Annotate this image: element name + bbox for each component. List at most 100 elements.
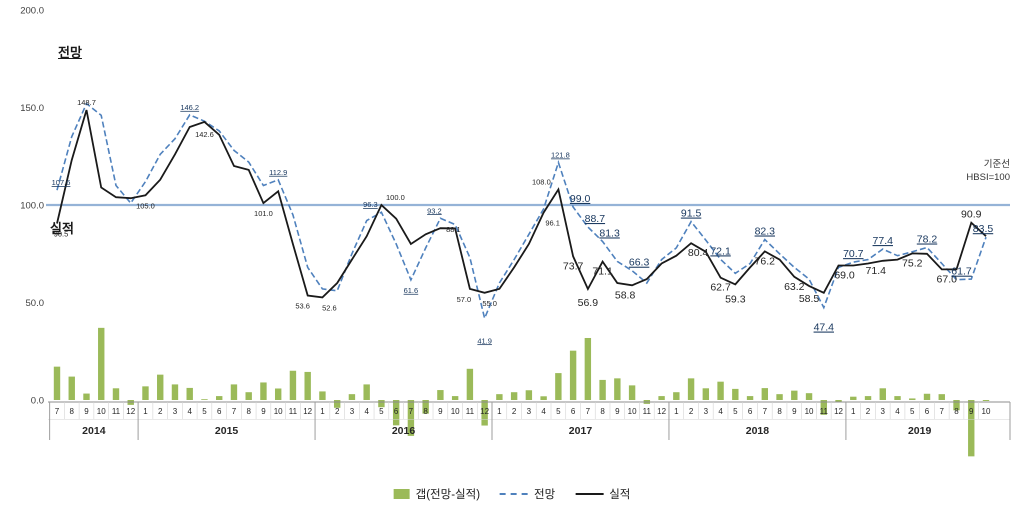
point-label: 61.6 bbox=[404, 286, 419, 295]
gap-bar bbox=[791, 390, 798, 400]
gap-bar bbox=[274, 388, 282, 400]
x-axis-month-label: 6 bbox=[571, 407, 576, 416]
point-label: 96.1 bbox=[545, 219, 560, 228]
gap-bar bbox=[909, 398, 916, 400]
gap-bar bbox=[923, 393, 931, 400]
point-label: 112.9 bbox=[269, 168, 287, 177]
gap-bar bbox=[171, 384, 179, 400]
point-label: 62.7 bbox=[710, 282, 731, 294]
gap-bar bbox=[53, 366, 61, 400]
x-axis-month-label: 7 bbox=[586, 407, 591, 416]
x-axis-month-label: 10 bbox=[274, 407, 283, 416]
point-label: 99.0 bbox=[570, 193, 591, 205]
gap-bar bbox=[540, 396, 547, 400]
point-label: 77.4 bbox=[873, 235, 894, 247]
baseline-label-line2: HBSI=100 bbox=[966, 172, 1010, 183]
point-label: 47.4 bbox=[814, 322, 835, 334]
gap-bar bbox=[289, 370, 297, 400]
point-label: 69.0 bbox=[834, 269, 855, 281]
forecast-line bbox=[56, 102, 987, 321]
x-axis-month-label: 10 bbox=[805, 407, 814, 416]
x-axis-month-label: 10 bbox=[628, 407, 637, 416]
gap-bar bbox=[702, 388, 710, 400]
x-axis-month-label: 2 bbox=[689, 407, 694, 416]
point-label: 67.0 bbox=[937, 273, 958, 285]
baseline-label-line1: 기준선 bbox=[983, 159, 1010, 170]
x-axis-month-label: 5 bbox=[202, 407, 207, 416]
gap-bar bbox=[805, 393, 813, 400]
gap-bar bbox=[83, 393, 90, 400]
gap-bar bbox=[510, 392, 518, 400]
point-label: 78.2 bbox=[917, 234, 938, 246]
baseline-label: 기준선 HBSI=100 bbox=[966, 158, 1010, 184]
y-axis-tick-label: 0.0 bbox=[31, 396, 44, 407]
point-label: 81.3 bbox=[599, 227, 620, 239]
point-label: 90.9 bbox=[961, 209, 982, 221]
x-axis-month-label: 7 bbox=[763, 407, 768, 416]
x-axis-month-label: 5 bbox=[379, 407, 384, 416]
point-label: 71.1 bbox=[592, 265, 613, 277]
gap-bar bbox=[142, 386, 149, 400]
legend: 갭(전망-실적) 전망 실적 bbox=[393, 486, 630, 502]
gap-bar bbox=[216, 396, 223, 400]
x-axis-month-label: 1 bbox=[143, 407, 148, 416]
x-axis-month-label: 6 bbox=[925, 407, 930, 416]
legend-item-actual: 실적 bbox=[575, 486, 630, 502]
point-label: 75.2 bbox=[902, 257, 923, 269]
x-axis-month-label: 9 bbox=[615, 407, 620, 416]
point-label: 96.3 bbox=[363, 200, 378, 209]
actual-line-swatch-icon bbox=[575, 493, 604, 495]
x-axis-month-label: 7 bbox=[940, 407, 945, 416]
gap-bar bbox=[835, 400, 842, 402]
gap-bar bbox=[186, 387, 193, 400]
legend-item-gap: 갭(전망-실적) bbox=[393, 486, 480, 502]
gap-bar bbox=[599, 379, 606, 400]
x-axis-year-label: 2014 bbox=[82, 425, 106, 437]
point-label: 101.0 bbox=[254, 209, 273, 218]
gap-bar bbox=[68, 376, 75, 400]
x-axis-month-label: 12 bbox=[480, 407, 489, 416]
point-label: 52.6 bbox=[322, 303, 337, 312]
gap-bar bbox=[658, 396, 665, 400]
point-label: 105.0 bbox=[136, 201, 155, 210]
point-label: 53.6 bbox=[295, 301, 310, 310]
x-axis-month-label: 2 bbox=[335, 407, 340, 416]
point-label: 107.6 bbox=[52, 178, 71, 187]
x-axis-year-label: 2019 bbox=[908, 425, 932, 437]
x-axis-month-label: 11 bbox=[289, 407, 298, 416]
point-label: 93.2 bbox=[427, 206, 442, 215]
point-label: 90.5 bbox=[54, 230, 69, 239]
gap-bar bbox=[98, 327, 105, 400]
gap-bar bbox=[746, 396, 754, 400]
forecast-line-swatch-icon bbox=[500, 493, 529, 495]
gap-bar bbox=[953, 400, 960, 411]
gap-bar bbox=[304, 371, 311, 400]
gap-bar bbox=[378, 400, 385, 408]
x-axis-month-label: 5 bbox=[733, 407, 738, 416]
x-axis-month-label: 4 bbox=[364, 407, 369, 416]
gap-bar bbox=[245, 392, 252, 400]
x-axis-month-label: 9 bbox=[792, 407, 797, 416]
x-axis-month-label: 9 bbox=[438, 407, 443, 416]
x-axis-month-label: 8 bbox=[777, 407, 782, 416]
gap-bar bbox=[437, 390, 444, 400]
x-axis-month-label: 6 bbox=[748, 407, 753, 416]
gap-bar bbox=[496, 394, 503, 400]
gap-bar bbox=[673, 392, 680, 400]
point-label: 148.7 bbox=[77, 98, 96, 107]
gap-bar bbox=[392, 400, 400, 426]
x-axis-month-label: 7 bbox=[55, 407, 60, 416]
gap-bar bbox=[687, 378, 695, 400]
y-axis-tick-label: 100.0 bbox=[20, 201, 44, 212]
gap-bar bbox=[451, 396, 459, 400]
x-axis-year-label: 2017 bbox=[569, 425, 593, 437]
point-label: 58.8 bbox=[615, 289, 636, 301]
gap-bar bbox=[820, 400, 827, 415]
x-axis-month-label: 12 bbox=[834, 407, 843, 416]
gap-bar bbox=[879, 388, 886, 400]
point-label: 73.7 bbox=[563, 260, 584, 272]
x-axis-month-label: 12 bbox=[303, 407, 312, 416]
legend-actual-label: 실적 bbox=[609, 489, 631, 501]
point-label: 55.0 bbox=[482, 299, 497, 308]
